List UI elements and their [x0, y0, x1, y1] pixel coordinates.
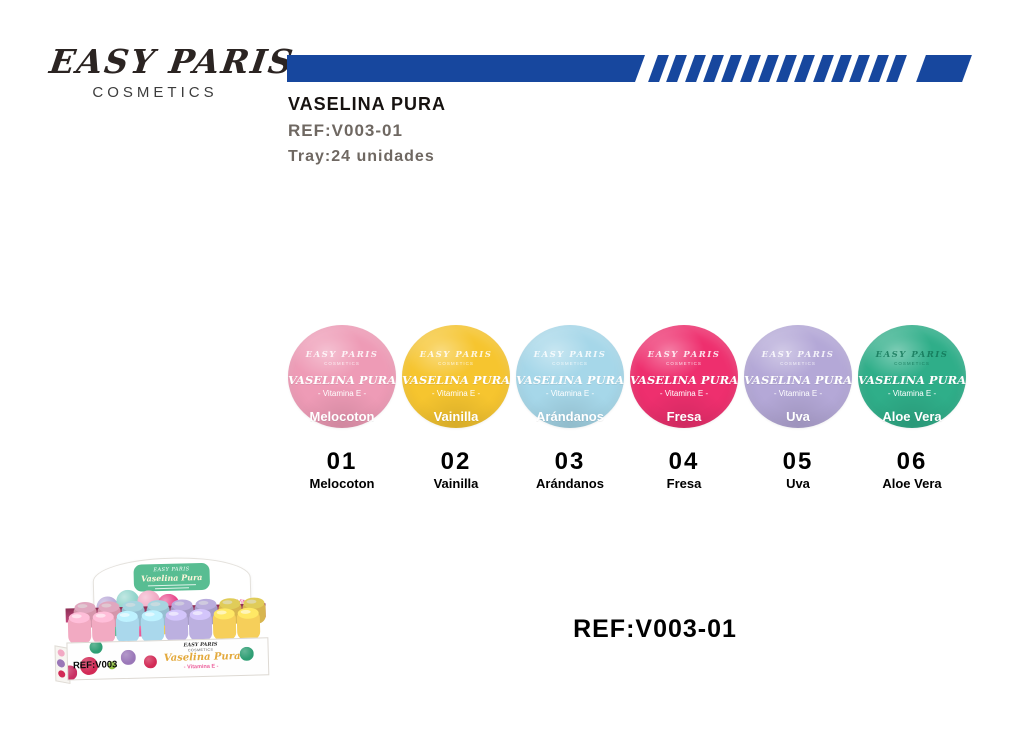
band-stripe [849, 55, 871, 82]
product-title: VASELINA PURA [288, 94, 447, 114]
brand-logo: EASY PARIS COSMETICS [47, 42, 298, 101]
tin-flavor-text: Arándanos [536, 409, 604, 424]
tin-brand-text: EASY PARIS [305, 350, 379, 360]
tray-tin [91, 615, 116, 644]
front-panel-text: EASY PARIS COSMETICS Vaselina Pura - Vit… [163, 641, 241, 671]
display-box-photo: EASY PARIS Vaselina Pura - Vitamina E - … [54, 553, 272, 699]
band-stripe [885, 55, 907, 82]
tin-vitamin-text: - Vitamina E - [545, 389, 595, 398]
tin-product-text: VASELINA PURA [858, 373, 967, 387]
tin-brand-text: EASY PARIS [875, 350, 949, 360]
side-panel-dot [57, 648, 65, 658]
product-tin: EASY PARIS COSMETICS VASELINA PURA - Vit… [288, 325, 396, 428]
tin-vitamin-text: - Vitamina E - [887, 389, 937, 398]
header-band-end [916, 55, 972, 82]
display-box-ref: REF:V003 [72, 659, 118, 672]
product-tin: EASY PARIS COSMETICS VASELINA PURA - Vit… [516, 325, 624, 428]
front-panel-dot [120, 649, 137, 666]
product-number: 06 [896, 448, 928, 475]
header-band-solid [287, 55, 645, 82]
product-number: 05 [782, 448, 814, 475]
tin-vitamin-text: - Vitamina E - [317, 389, 367, 398]
band-stripe [684, 55, 706, 82]
band-stripe [739, 55, 761, 82]
tin-flavor-text: Vainilla [433, 409, 479, 424]
band-stripe [867, 55, 889, 82]
tin-flavor-text: Fresa [666, 409, 702, 424]
tray-tin [140, 613, 165, 643]
header-text-bar [154, 586, 190, 590]
band-stripe [776, 55, 798, 82]
tin-vitamin-text: - Vitamina E - [659, 389, 709, 398]
tin-product-text: VASELINA PURA [516, 373, 625, 387]
tin-flavor-text: Uva [786, 409, 810, 424]
product-number: 04 [668, 448, 700, 475]
band-stripe [721, 55, 743, 82]
product-tin: EASY PARIS COSMETICS VASELINA PURA - Vit… [402, 325, 510, 428]
product-name: Melocoton [309, 476, 375, 491]
front-panel-dot [89, 640, 103, 654]
tin-brand-sub-text: COSMETICS [552, 361, 588, 366]
product-ref: REF:V003-01 [288, 121, 403, 140]
display-box-header-script: Vaselina Pura [140, 571, 203, 584]
front-script: Vaselina Pura [163, 650, 241, 664]
product-name: Uva [786, 476, 810, 491]
tin-brand-sub-text: COSMETICS [324, 361, 360, 366]
band-stripe [757, 55, 779, 82]
product-name: Arándanos [536, 476, 604, 491]
tin-vitamin-text: - Vitamina E - [773, 389, 823, 398]
tray-tin [67, 615, 92, 645]
tin-brand-sub-text: COSMETICS [894, 361, 930, 366]
band-stripe [831, 55, 852, 82]
band-stripe [702, 55, 724, 82]
brand-name: EASY PARIS [47, 42, 298, 81]
header-band [287, 55, 972, 82]
tin-brand-text: EASY PARIS [761, 350, 835, 360]
band-stripe [648, 55, 669, 82]
tin-vitamin-text: - Vitamina E - [431, 389, 481, 398]
product-tray-count: Tray:24 unidades [288, 148, 435, 165]
brand-subtitle: COSMETICS [92, 84, 218, 101]
header-band-stripes [648, 55, 915, 82]
product-name: Aloe Vera [882, 476, 942, 491]
tray-tin [116, 614, 140, 644]
product-name: Fresa [666, 476, 702, 491]
front-vitamin: - Vitamina E - [183, 663, 219, 671]
product-number: 03 [554, 448, 586, 475]
tin-brand-text: EASY PARIS [419, 350, 493, 360]
tin-brand-sub-text: COSMETICS [666, 361, 702, 366]
tray-tin [188, 612, 213, 642]
product-name: Vainilla [433, 476, 479, 491]
tray-tin [237, 611, 261, 641]
tray-tin [164, 613, 189, 642]
tin-product-text: VASELINA PURA [402, 373, 511, 387]
tin-flavor-text: Melocoton [309, 409, 375, 424]
front-panel-dot [143, 655, 158, 669]
band-stripe [812, 55, 834, 82]
product-number: 01 [326, 448, 358, 475]
tin-flavor-text: Aloe Vera [882, 409, 942, 424]
side-panel-dot [58, 669, 66, 679]
tin-brand-sub-text: COSMETICS [438, 361, 474, 366]
product-tin: EASY PARIS COSMETICS VASELINA PURA - Vit… [858, 325, 966, 428]
product-number: 02 [440, 448, 472, 475]
product-tin: EASY PARIS COSMETICS VASELINA PURA - Vit… [630, 325, 738, 428]
tray-tin [212, 612, 237, 641]
tin-brand-text: EASY PARIS [533, 350, 607, 360]
product-tin: EASY PARIS COSMETICS VASELINA PURA - Vit… [744, 325, 852, 428]
band-stripe [794, 55, 816, 82]
side-panel-dot [56, 658, 66, 669]
tin-product-text: VASELINA PURA [288, 373, 397, 387]
band-stripe [666, 55, 688, 82]
front-panel-dot [239, 646, 254, 661]
tin-brand-sub-text: COSMETICS [780, 361, 816, 366]
footer-ref: REF:V003-01 [573, 615, 737, 643]
tin-product-text: VASELINA PURA [630, 373, 739, 387]
tin-product-text: VASELINA PURA [744, 373, 853, 387]
display-box-header-card: EASY PARIS Vaselina Pura [133, 562, 211, 592]
tin-brand-text: EASY PARIS [647, 350, 721, 360]
